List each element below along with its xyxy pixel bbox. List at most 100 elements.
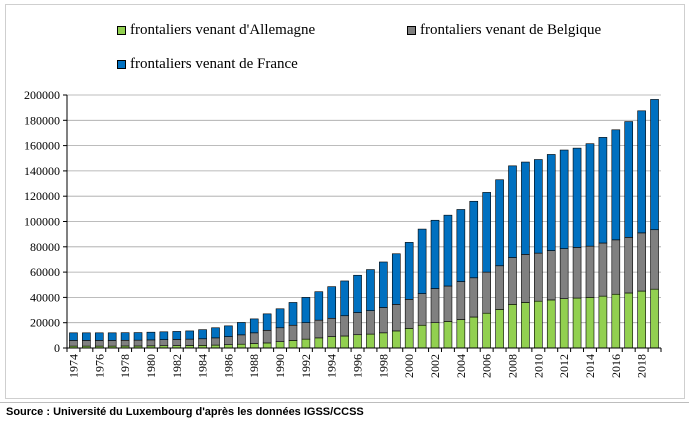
y-tick-label: 80000 [30,240,60,254]
bar-segment-belgique [637,232,646,292]
bar-segment-allemagne [637,290,646,349]
bar-segment-belgique [624,237,634,294]
bar-segment-allemagne [443,321,453,349]
x-tick-label: 2002 [428,354,442,378]
bar-segment-france [417,228,427,294]
bar-segment-france [469,200,479,279]
bar-segment-allemagne [301,338,311,349]
bar-segment-france [146,331,156,341]
bar-segment-france [624,121,634,238]
bar-segment-belgique [262,329,272,344]
bar-segment-allemagne [379,332,388,349]
bar-segment-france [585,143,595,247]
bar-segment-allemagne [340,335,349,349]
bar-segment-france [379,261,388,308]
legend-swatch-belgique [407,26,416,35]
bar-segment-belgique [327,317,337,337]
chart-frame [5,4,685,399]
y-tick-label: 20000 [30,316,60,330]
bar-segment-france [572,147,582,248]
bar-segment-france [211,327,220,339]
x-tick-label: 2018 [635,354,649,378]
bar-segment-belgique [456,281,466,320]
bar-segment-belgique [572,247,582,299]
bar-segment-allemagne [572,297,582,349]
bar-segment-belgique [353,312,362,336]
bar-segment-belgique [146,339,156,347]
bar-segment-belgique [650,229,659,290]
bar-segment-belgique [237,334,246,345]
bar-segment-belgique [288,324,298,341]
bar-segment-allemagne [650,288,659,349]
x-tick-label: 1994 [325,354,339,378]
bar-segment-france [611,129,621,241]
bar-segment-allemagne [508,304,517,349]
bar-segment-france [69,332,78,341]
bar-segment-allemagne [482,312,491,349]
bar-segment-france [546,154,556,251]
bar-segment-france [508,165,517,258]
bar-segment-belgique [495,265,504,310]
stacked-bar-chart: 0 20000 40000 60000 80000 100000 120000 140000 1… [24,88,662,378]
bar-segment-belgique [275,327,285,342]
bar-segment-belgique [94,340,104,347]
bar-segment-belgique [249,332,259,344]
bar-segment-allemagne [314,337,324,349]
bar-segment-belgique [598,242,608,297]
bar-segment-belgique [546,250,556,301]
bar-segment-belgique [534,252,543,302]
x-tick-label: 1992 [299,354,313,378]
bar-segment-allemagne [534,300,543,349]
bar-segment-france [430,219,440,289]
x-tick-label: 2016 [609,354,623,378]
bar-segment-allemagne [456,319,466,349]
legend-label-france: frontaliers venant de France [130,56,298,72]
x-tick-label: 2012 [557,354,571,378]
bar-segment-france [288,302,298,326]
bar-segment-belgique [521,254,530,303]
bar-segment-belgique [133,339,143,347]
bar-segment-allemagne [598,295,608,349]
bar-segment-belgique [379,307,388,334]
y-tick-label: 100000 [24,215,60,229]
legend-swatch-allemagne [117,26,126,35]
bar-segment-allemagne [404,328,414,349]
x-tick-label: 1976 [92,354,106,378]
x-tick-label: 2014 [583,354,597,378]
y-tick-label: 40000 [30,290,60,304]
bar-segment-france [353,274,362,313]
x-tick-label: 2006 [480,354,494,378]
bar-segment-france [237,322,246,336]
bar-segment-allemagne [249,343,259,349]
bar-segment-france [327,286,337,319]
bar-segment-allemagne [288,340,298,349]
bar-segment-france [120,332,130,341]
y-tick-label: 140000 [24,164,60,178]
bar-segment-belgique [430,288,440,323]
x-tick-label: 1978 [118,354,132,378]
bar-segment-france [443,214,453,287]
bar-segment-france [198,329,207,340]
x-tick-label: 1980 [144,354,158,378]
bar-segment-belgique [366,310,375,335]
x-tick-label: 1988 [247,354,261,378]
x-tick-label: 2000 [402,354,416,378]
bar-segment-belgique [559,248,569,299]
x-tick-label: 2010 [531,354,545,378]
x-tick-label: 2004 [454,354,468,378]
bar-segment-belgique [443,285,453,322]
bar-segment-belgique [301,322,311,340]
bar-segment-belgique [159,339,169,347]
bar-segment-france [314,291,324,321]
bar-segment-allemagne [327,336,337,349]
bar-segment-belgique [585,245,595,298]
bar-segment-allemagne [417,324,427,349]
bar-segment-france [404,242,414,300]
bar-segment-france [456,209,466,282]
bar-segment-france [133,332,143,341]
bar-segment-allemagne [559,298,569,349]
bar-segment-france [637,110,646,234]
bar-segment-allemagne [430,322,440,349]
bar-segment-allemagne [624,292,634,349]
bar-segment-belgique [69,340,78,347]
